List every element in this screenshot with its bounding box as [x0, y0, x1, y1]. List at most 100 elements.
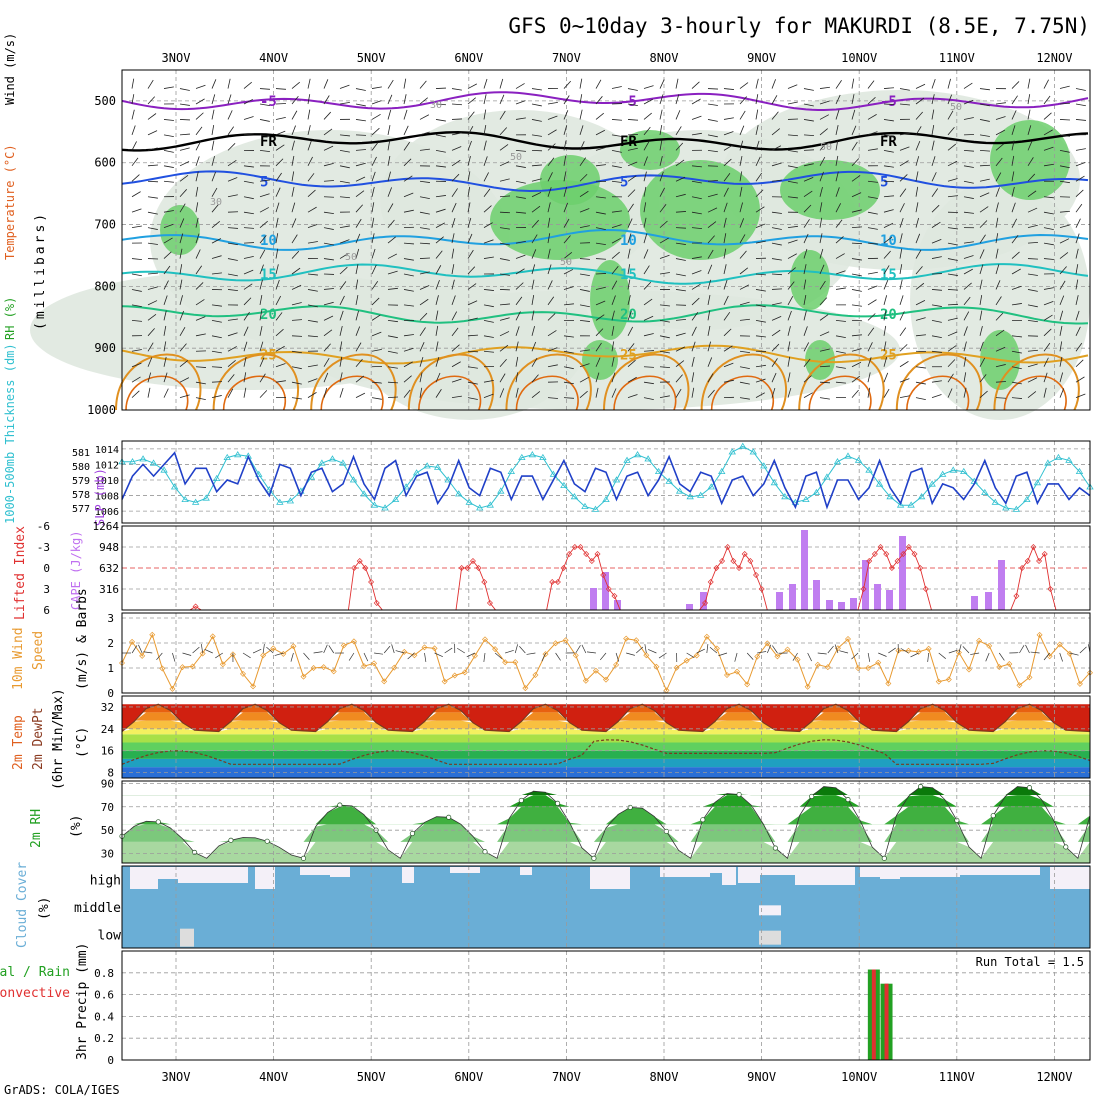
wind-barb [899, 378, 910, 383]
wind-barb [883, 295, 888, 306]
wind-barb [963, 117, 974, 120]
wind-barb [819, 217, 823, 228]
wind-label: Wind (m/s) [3, 33, 17, 105]
isotherm-line [603, 353, 690, 411]
wind-barb [259, 193, 270, 198]
rh-point [591, 855, 597, 861]
wind-barb [595, 164, 606, 167]
wind-barb [963, 241, 974, 244]
wind-barb [707, 310, 711, 321]
wind-barb [772, 645, 778, 654]
wind-barb [595, 96, 603, 105]
wind-barb [179, 279, 183, 290]
rh-shade-high [540, 155, 600, 205]
isotherm-line [505, 353, 592, 411]
wind-barb [195, 249, 201, 259]
wind-speed-point [502, 659, 509, 666]
wind-barb [131, 645, 138, 654]
wind-speed-point [250, 683, 257, 690]
wind-barb [1059, 149, 1070, 153]
wind-barb [979, 134, 990, 137]
wind-barb [179, 343, 187, 352]
wind-barb [1059, 224, 1070, 229]
isotherm-label: 20 [260, 307, 277, 323]
cape-bar [971, 596, 978, 610]
wind-barb [1059, 325, 1063, 336]
wind-barb [611, 180, 622, 183]
cloud-clear-high [722, 867, 736, 885]
wind-barb [1011, 335, 1022, 338]
rh-point [627, 804, 633, 810]
wind-barb [179, 326, 186, 337]
wind-barb [211, 366, 223, 368]
wind-barb [995, 143, 1004, 151]
date-tick-label: 7NOV [552, 1070, 581, 1084]
wind-barb [147, 147, 158, 151]
wind-speed-point [895, 647, 902, 654]
thickness-point [549, 470, 558, 477]
wind-barb [867, 357, 872, 367]
lifted-index-point [458, 565, 465, 571]
temp-band [122, 758, 1090, 768]
wind-barb [931, 350, 942, 353]
cape-bar [614, 600, 621, 610]
lifted-index-point [594, 551, 601, 557]
wind-barb [195, 381, 206, 385]
wind-barb [227, 258, 238, 261]
wind-barb [1019, 645, 1025, 654]
wind-barb [131, 390, 140, 398]
thickness-point [234, 451, 242, 458]
wind-barb [131, 157, 139, 167]
wind-barb [819, 264, 825, 275]
wind-barb [275, 172, 282, 182]
wind-barb [1011, 171, 1015, 182]
wind-speed-point [734, 668, 741, 675]
wind-barb [163, 325, 167, 336]
wind-barb [947, 258, 958, 261]
wind-barb [867, 148, 878, 151]
thickness-point [760, 462, 768, 469]
wind-barb [819, 314, 829, 321]
wind-barb [931, 140, 935, 151]
thickness-point [560, 481, 568, 488]
wind-barb [483, 652, 486, 662]
wind-barb [867, 313, 876, 321]
wind-barb [403, 361, 413, 368]
wind-barb [819, 142, 827, 151]
wind-barb [979, 206, 989, 213]
lifted-index-point [554, 579, 561, 585]
wind-barb [611, 280, 618, 290]
wind-barb [467, 334, 479, 337]
wind-barb [851, 652, 859, 660]
precip-background [122, 951, 1090, 1060]
temp-ylabel-d: (°C) [75, 727, 90, 758]
wind-barb [227, 143, 236, 151]
cape-bar [838, 602, 845, 610]
wind-barb [675, 242, 686, 245]
wind-barb [259, 341, 264, 352]
wind-barb [483, 109, 487, 120]
wind-barb [371, 202, 375, 213]
wind-barb [963, 99, 974, 105]
rh-point [700, 817, 706, 823]
wind-barb [227, 159, 237, 167]
wind-barb [915, 300, 926, 306]
wind-barb [979, 294, 983, 305]
wind-barb [131, 191, 141, 198]
wind-barb [451, 217, 456, 228]
isotherm-line [320, 375, 384, 411]
wind-barb [691, 356, 695, 367]
wind-barb [387, 203, 394, 213]
wind-barb [643, 233, 648, 244]
cloud-clear-high [860, 867, 880, 877]
wind-barb [339, 149, 350, 153]
rh-band [122, 841, 1090, 863]
wind-barb [275, 363, 286, 368]
thickness-point [160, 466, 168, 473]
wind-barb [147, 96, 156, 105]
wind-speed-point [189, 663, 196, 670]
wind-barb [387, 79, 394, 89]
wind-barb [163, 310, 167, 321]
wind-barb [819, 233, 823, 244]
wind-barb [739, 186, 743, 197]
